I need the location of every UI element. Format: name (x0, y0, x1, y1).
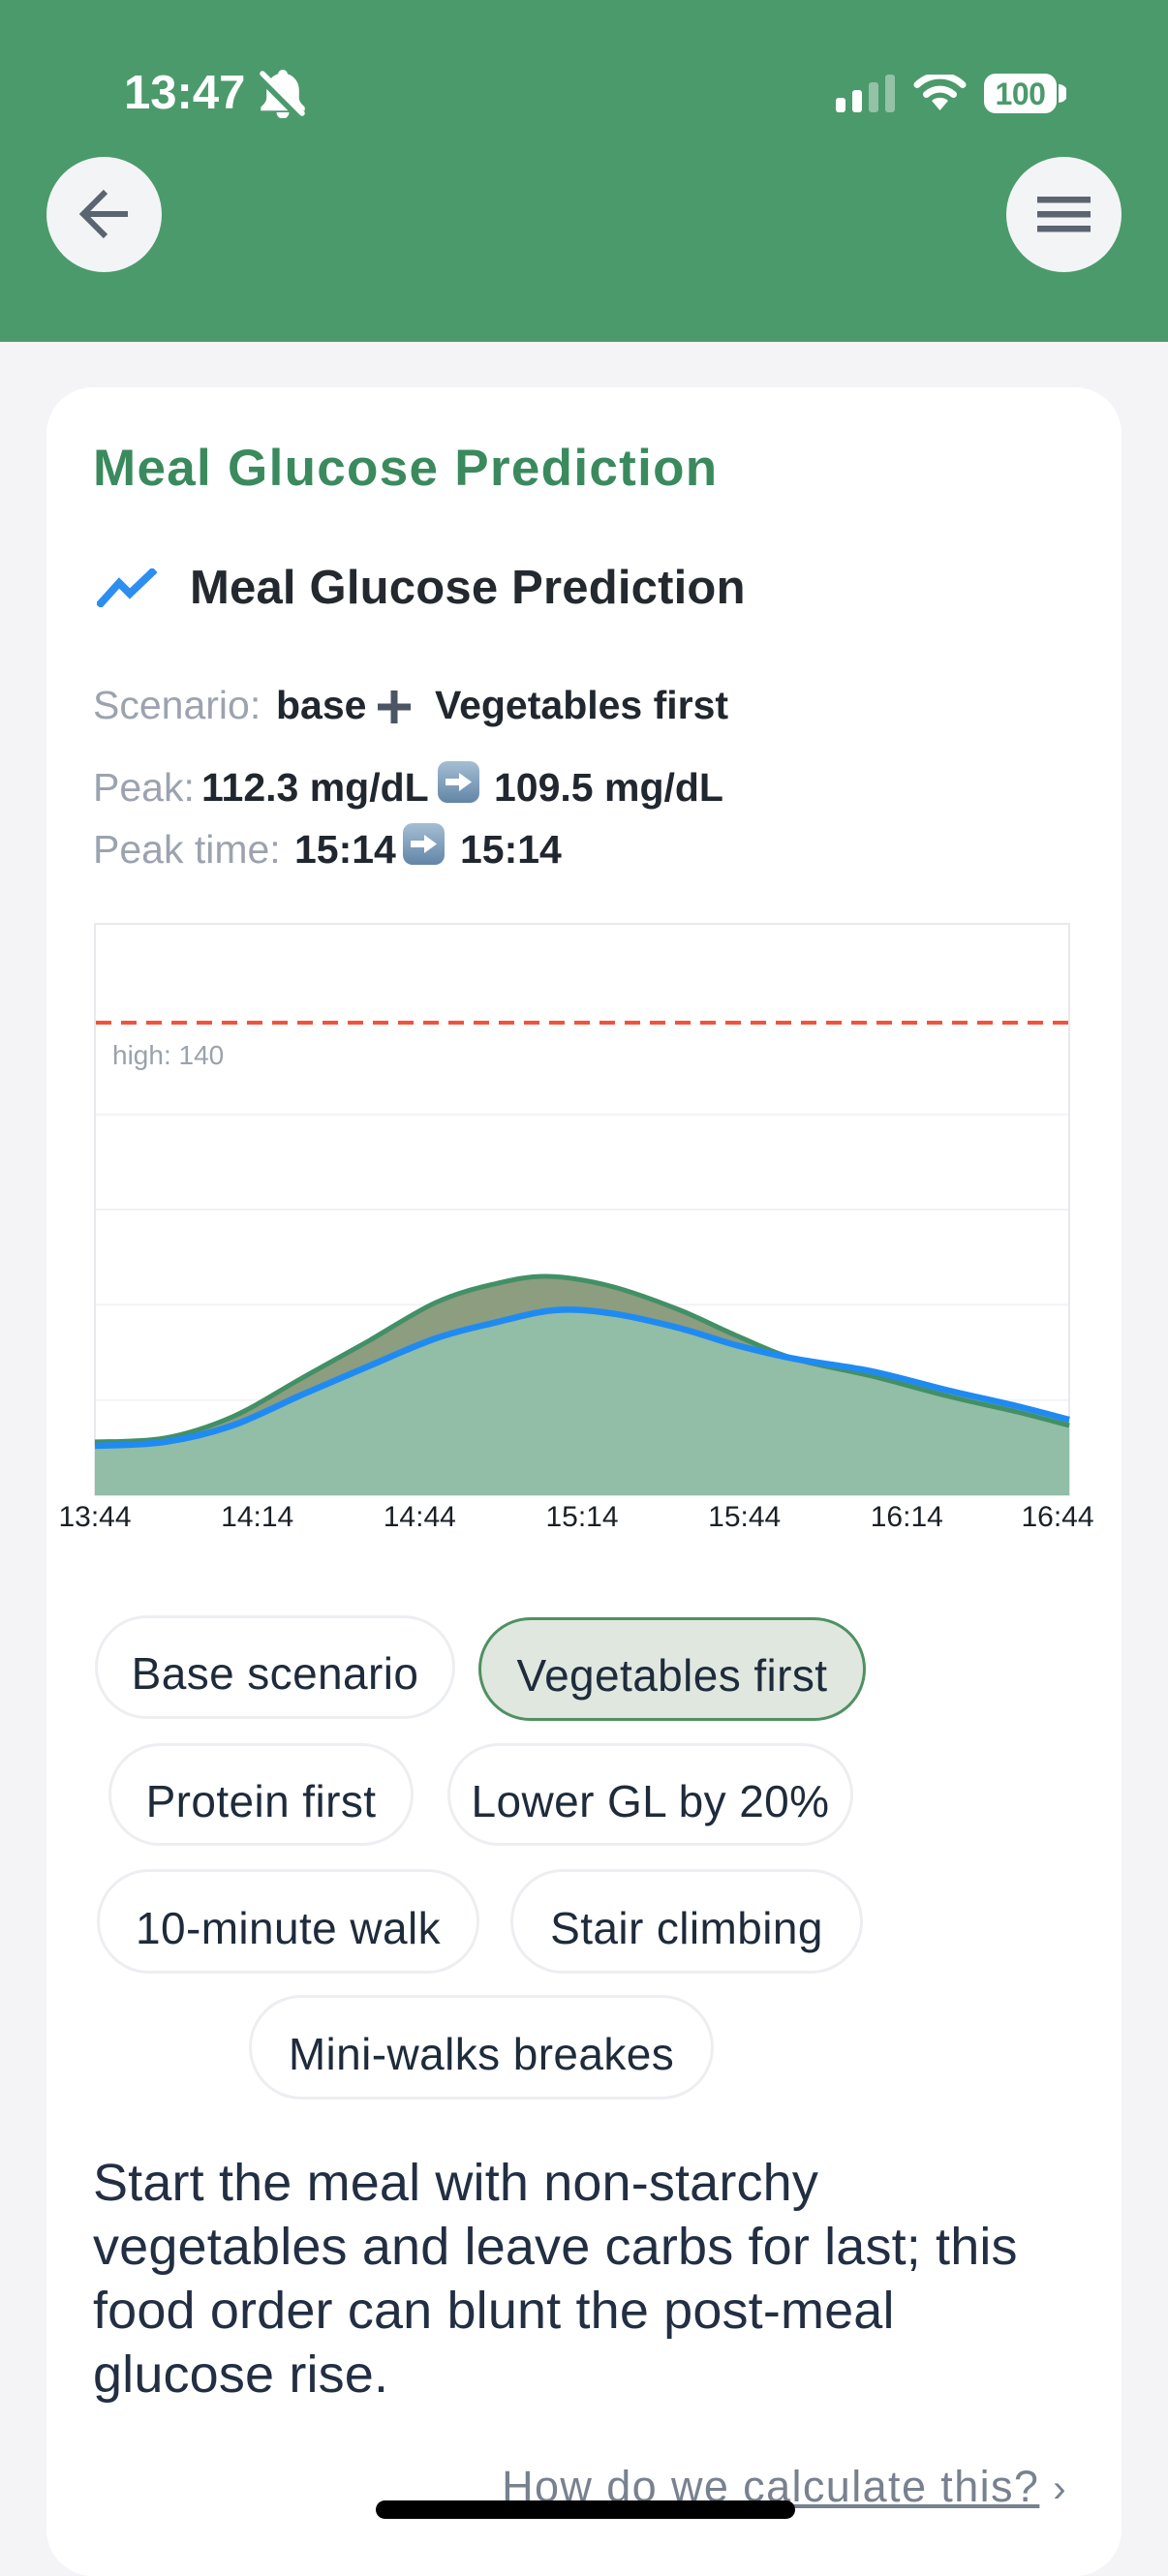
svg-text:16:44: 16:44 (1021, 1501, 1093, 1533)
svg-text:15:44: 15:44 (708, 1501, 781, 1533)
svg-text:14:14: 14:14 (221, 1501, 293, 1533)
svg-text:high: 140: high: 140 (112, 1040, 224, 1070)
svg-text:15:14: 15:14 (545, 1501, 618, 1533)
svg-text:16:14: 16:14 (871, 1501, 943, 1533)
svg-text:13:44: 13:44 (58, 1501, 131, 1533)
svg-text:14:44: 14:44 (384, 1501, 456, 1533)
